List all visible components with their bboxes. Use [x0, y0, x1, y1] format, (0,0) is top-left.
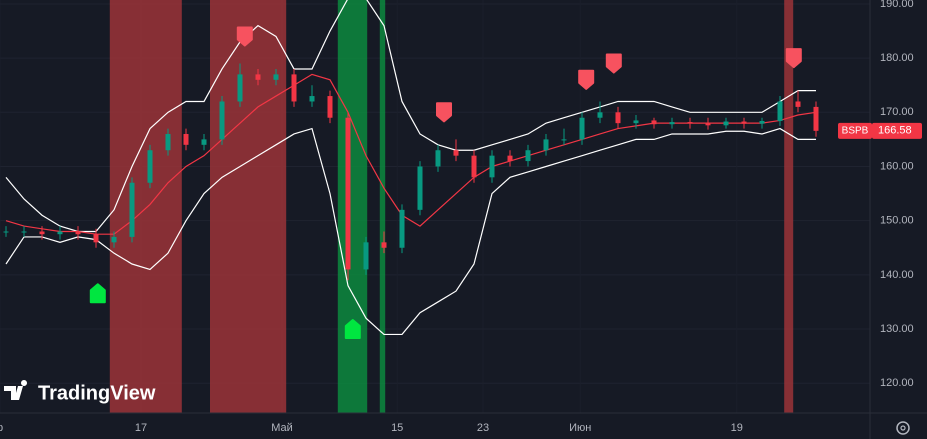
y-tick-label: 180.00 [880, 52, 914, 64]
y-tick-label: 140.00 [880, 269, 914, 281]
x-tick-label: 19 [731, 422, 743, 434]
candle-body [795, 101, 801, 107]
gear-center[interactable] [900, 425, 906, 431]
candle-body [489, 155, 495, 178]
x-tick-label: р [0, 422, 3, 434]
candle-body [345, 117, 351, 270]
signal-marker [344, 319, 361, 340]
candle-body [615, 112, 621, 124]
signal-zone [784, 0, 794, 413]
candle-body [651, 120, 657, 125]
candle-body [183, 133, 189, 145]
y-tick-label: 150.00 [880, 215, 914, 227]
signal-marker [89, 283, 106, 304]
signal-marker [578, 69, 595, 90]
candle-body [237, 74, 243, 102]
candle-body [741, 121, 747, 124]
signal-marker [436, 102, 452, 123]
candle-body [3, 231, 9, 233]
candle-body [579, 117, 585, 140]
candle-body [201, 139, 207, 145]
candle-body [633, 120, 639, 124]
candle-body [39, 231, 45, 235]
candle-body [471, 155, 477, 178]
candle-body [435, 150, 441, 167]
candle-body [165, 133, 171, 151]
candle-body [417, 166, 423, 210]
candle-body [597, 112, 603, 118]
logo-icon [4, 380, 28, 400]
candle-body [93, 234, 99, 243]
candle-body [111, 236, 117, 243]
candle-body [687, 122, 693, 124]
band-middle [5, 73, 817, 235]
x-tick-label: Май [271, 422, 293, 434]
candle-body [813, 106, 819, 131]
y-tick-label: 120.00 [880, 377, 914, 389]
signal-marker [236, 26, 253, 47]
y-tick-label: 160.00 [880, 160, 914, 172]
y-tick-label: 130.00 [880, 323, 914, 335]
candle-body [759, 120, 765, 124]
x-tick-label: 23 [477, 422, 489, 434]
candle-body [525, 150, 531, 162]
symbol-label-bg [838, 122, 872, 139]
gear[interactable] [896, 421, 910, 435]
candle-body [705, 123, 711, 126]
candle-body [147, 150, 153, 183]
signal-zone [109, 0, 182, 413]
candle-body [75, 231, 81, 235]
x-tick-label: 15 [391, 422, 403, 434]
plot-area [0, 0, 870, 413]
logo-text: TradingView [38, 382, 156, 404]
candle-body [219, 101, 225, 140]
candle-body [255, 74, 261, 80]
candle-body [453, 150, 459, 156]
candle-body [129, 182, 135, 237]
logo: TradingView [4, 380, 156, 404]
candle-body [543, 139, 549, 151]
candle-body [381, 242, 387, 248]
signal-zone [337, 0, 368, 413]
candle-body [561, 139, 567, 141]
x-tick-label: 17 [135, 422, 147, 434]
x-tick-label: Июн [569, 422, 591, 434]
last-price-label: 166.58 [878, 125, 912, 137]
candle-body [669, 122, 675, 125]
last-price-bg [872, 122, 922, 139]
candle-body [723, 121, 729, 126]
candle-body [777, 101, 783, 121]
settings-icon[interactable] [896, 421, 910, 435]
signal-zone [379, 0, 386, 413]
signal-marker [785, 48, 802, 69]
candle-body [309, 96, 315, 102]
band-upper [5, 0, 816, 233]
candle-body [291, 74, 297, 102]
symbol-label: BSPB [842, 125, 869, 136]
y-tick-label: 170.00 [880, 106, 914, 118]
band-lower [5, 127, 816, 336]
candle-body [273, 74, 279, 80]
candle-body [507, 155, 513, 162]
y-tick-label: 190.00 [880, 0, 914, 10]
candle-body [363, 242, 369, 270]
signal-marker [605, 53, 622, 74]
candle-body [399, 209, 405, 248]
candle-body [327, 96, 333, 118]
signal-zone [210, 0, 287, 413]
candle-body [57, 231, 63, 235]
candle-body [21, 231, 27, 233]
